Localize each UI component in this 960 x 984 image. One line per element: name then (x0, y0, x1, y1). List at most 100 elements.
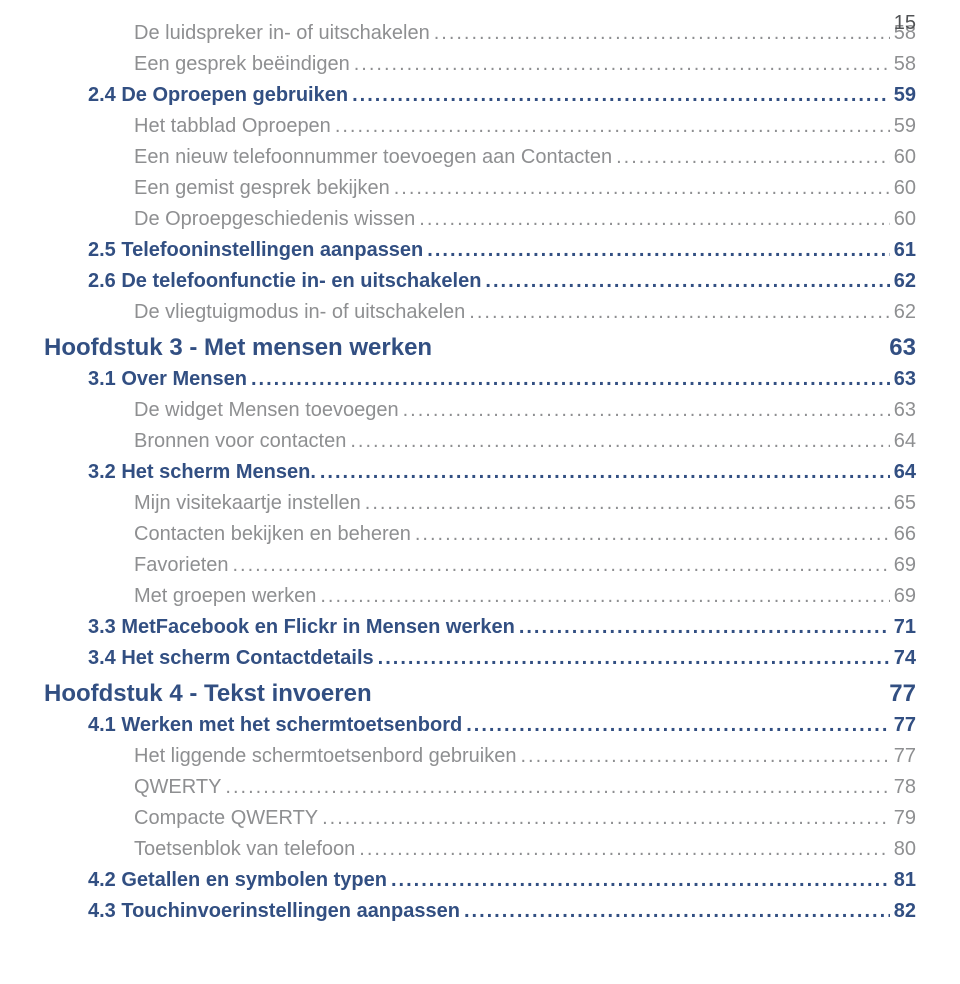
toc-entry-label: 4.2 Getallen en symbolen typen (88, 865, 387, 896)
toc-entry-page: 63 (894, 364, 916, 395)
toc-leader: ........................................… (320, 457, 890, 488)
toc-entry-label: Met groepen werken (134, 581, 316, 612)
toc-entry-label: 3.3 MetFacebook en Flickr in Mensen werk… (88, 612, 515, 643)
toc-entry-page: 62 (894, 266, 916, 297)
toc-section: 2.6 De telefoonfunctie in- en uitschakel… (44, 266, 916, 297)
toc-entry-page: 74 (894, 643, 916, 674)
toc-entry-page: 59 (894, 111, 916, 142)
toc-entry-page: 66 (894, 519, 916, 550)
toc-entry-page: 77 (894, 710, 916, 741)
toc-entry-label: De vliegtuigmodus in- of uitschakelen (134, 297, 465, 328)
toc-subitem: Een nieuw telefoonnummer toevoegen aan C… (44, 142, 916, 173)
toc-entry-label: Bronnen voor contacten (134, 426, 346, 457)
toc-entry-page: 77 (894, 741, 916, 772)
toc-entry-label: Een nieuw telefoonnummer toevoegen aan C… (134, 142, 612, 173)
toc-section: 3.1 Over Mensen.........................… (44, 364, 916, 395)
toc-leader: ........................................… (225, 772, 889, 803)
toc-leader: ........................................… (519, 612, 890, 643)
toc-leader: ........................................… (469, 297, 889, 328)
toc-chapter-label: Hoofdstuk 4 - Tekst invoeren (44, 680, 372, 708)
toc-section: 2.4 De Oproepen gebruiken...............… (44, 80, 916, 111)
toc-entry-page: 69 (894, 550, 916, 581)
toc-entry-page: 62 (894, 297, 916, 328)
toc-leader: ........................................… (485, 266, 889, 297)
toc-entry-page: 64 (894, 457, 916, 488)
page-number: 15 (894, 12, 916, 35)
toc-subitem: Met groepen werken......................… (44, 581, 916, 612)
toc-entry-page: 78 (894, 772, 916, 803)
toc-leader: ........................................… (251, 364, 890, 395)
toc-entry-label: Het liggende schermtoetsenbord gebruiken (134, 741, 516, 772)
toc-leader: ........................................… (419, 204, 889, 235)
toc-section: 4.2 Getallen en symbolen typen..........… (44, 865, 916, 896)
toc-leader: ........................................… (350, 426, 889, 457)
toc-leader: ........................................… (427, 235, 889, 266)
toc-subitem: QWERTY..................................… (44, 772, 916, 803)
toc-entry-label: Het tabblad Oproepen (134, 111, 331, 142)
toc-entry-page: 64 (894, 426, 916, 457)
toc-leader: ........................................… (365, 488, 890, 519)
toc-section: 3.2 Het scherm Mensen...................… (44, 457, 916, 488)
toc-leader: ........................................… (415, 519, 890, 550)
toc-entry-page: 60 (894, 142, 916, 173)
toc-entry-page: 81 (894, 865, 916, 896)
toc-section: 2.5 Telefooninstellingen aanpassen......… (44, 235, 916, 266)
toc-leader: ........................................… (466, 710, 890, 741)
toc-entry-page: 82 (894, 896, 916, 927)
toc-section: 4.1 Werken met het schermtoetsenbord....… (44, 710, 916, 741)
toc-leader: ........................................… (464, 896, 890, 927)
toc-subitem: Een gesprek beëindigen..................… (44, 49, 916, 80)
toc-entry-label: 2.5 Telefooninstellingen aanpassen (88, 235, 423, 266)
toc-subitem: Favorieten..............................… (44, 550, 916, 581)
toc-entry-label: Compacte QWERTY (134, 803, 318, 834)
toc-entry-label: 2.6 De telefoonfunctie in- en uitschakel… (88, 266, 481, 297)
toc-chapter: Hoofdstuk 3 - Met mensen werken63 (44, 334, 916, 362)
toc-entry-page: 59 (894, 80, 916, 111)
toc-section: 3.4 Het scherm Contactdetails...........… (44, 643, 916, 674)
toc-entry-label: Een gesprek beëindigen (134, 49, 350, 80)
toc-entry-page: 71 (894, 612, 916, 643)
toc-entry-page: 60 (894, 204, 916, 235)
toc-chapter-page: 77 (889, 680, 916, 708)
toc-section: 3.3 MetFacebook en Flickr in Mensen werk… (44, 612, 916, 643)
toc-leader: ........................................… (359, 834, 889, 865)
toc-subitem: Een gemist gesprek bekijken.............… (44, 173, 916, 204)
toc-entry-label: De luidspreker in- of uitschakelen (134, 18, 430, 49)
toc-subitem: Mijn visitekaartje instellen............… (44, 488, 916, 519)
toc-leader: ........................................… (403, 395, 890, 426)
toc-entry-label: De Oproepgeschiedenis wissen (134, 204, 415, 235)
toc-entry-page: 60 (894, 173, 916, 204)
toc-entry-label: QWERTY (134, 772, 221, 803)
toc-section: 4.3 Touchinvoerinstellingen aanpassen...… (44, 896, 916, 927)
toc-entry-label: 2.4 De Oproepen gebruiken (88, 80, 348, 111)
toc-subitem: Het liggende schermtoetsenbord gebruiken… (44, 741, 916, 772)
toc-leader: ........................................… (520, 741, 889, 772)
toc-entry-page: 79 (894, 803, 916, 834)
toc-entry-label: 3.1 Over Mensen (88, 364, 247, 395)
toc-subitem: Contacten bekijken en beheren...........… (44, 519, 916, 550)
toc-subitem: Toetsenblok van telefoon................… (44, 834, 916, 865)
toc-leader: ........................................… (335, 111, 890, 142)
toc-leader: ........................................… (394, 173, 890, 204)
toc-leader: ........................................… (352, 80, 890, 111)
toc-chapter-page: 63 (889, 334, 916, 362)
toc-leader: ........................................… (354, 49, 890, 80)
toc-leader: ........................................… (391, 865, 890, 896)
toc-subitem: Bronnen voor contacten..................… (44, 426, 916, 457)
toc-subitem: De luidspreker in- of uitschakelen......… (44, 18, 916, 49)
toc-entry-label: Een gemist gesprek bekijken (134, 173, 390, 204)
toc-entry-page: 80 (894, 834, 916, 865)
toc-entry-page: 69 (894, 581, 916, 612)
toc-subitem: Het tabblad Oproepen....................… (44, 111, 916, 142)
toc-leader: ........................................… (233, 550, 890, 581)
toc-entry-label: 4.3 Touchinvoerinstellingen aanpassen (88, 896, 460, 927)
toc-entry-page: 58 (894, 49, 916, 80)
toc-leader: ........................................… (320, 581, 889, 612)
toc-leader: ........................................… (616, 142, 890, 173)
table-of-contents: De luidspreker in- of uitschakelen......… (44, 18, 916, 927)
toc-entry-label: Contacten bekijken en beheren (134, 519, 411, 550)
toc-entry-label: De widget Mensen toevoegen (134, 395, 399, 426)
toc-entry-label: Toetsenblok van telefoon (134, 834, 355, 865)
toc-leader: ........................................… (322, 803, 890, 834)
toc-subitem: De Oproepgeschiedenis wissen............… (44, 204, 916, 235)
